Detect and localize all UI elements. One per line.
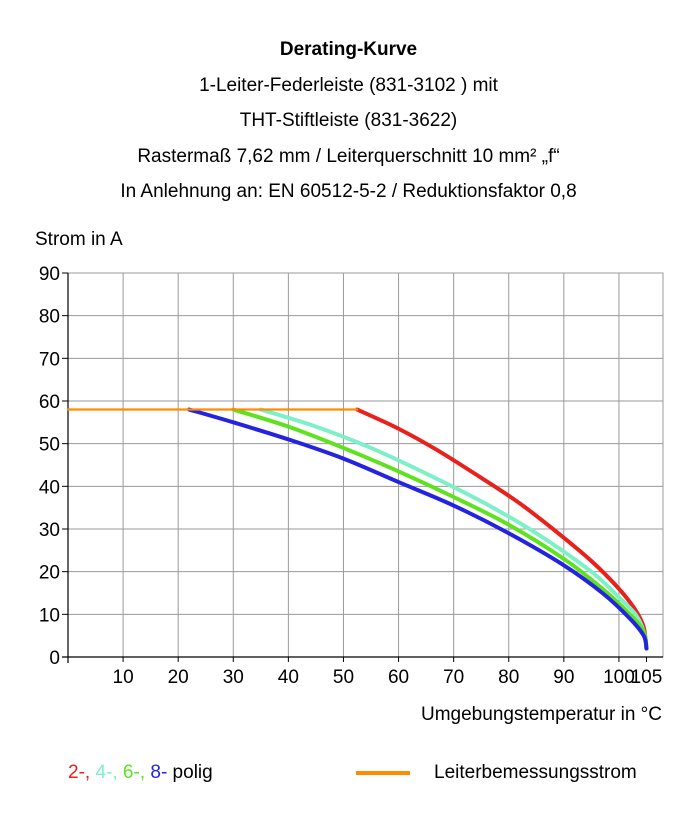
x-tick-label: 105	[631, 667, 663, 688]
pole-legend: 2-, 4-, 6-, 8- polig	[68, 762, 213, 784]
pole-legend-item: 2-,	[68, 762, 91, 783]
x-axis-title: Umgebungstemperatur in °C	[421, 704, 662, 725]
series	[66, 407, 649, 651]
y-tick-label: 60	[39, 392, 60, 413]
rated-current-label: Leiterbemessungsstrom	[434, 762, 637, 783]
chart-titles: Derating-Kurve 1-Leiter-Federleiste (831…	[0, 32, 697, 210]
x-tick-label: 100	[603, 667, 635, 688]
y-tick-label: 30	[39, 520, 60, 541]
pole-legend-suffix: polig	[167, 762, 213, 783]
y-axis-title: Strom in A	[35, 229, 123, 250]
series-line-4	[258, 407, 649, 651]
axes	[62, 272, 663, 663]
x-tick-label: 20	[168, 667, 189, 688]
chart-subtitle-3: Rastermaß 7,62 mm / Leiterquerschnitt 10…	[137, 145, 560, 167]
y-tick-label: 0	[49, 648, 60, 669]
chart-subtitle-4: In Anlehnung an: EN 60512-5-2 / Reduktio…	[120, 181, 577, 202]
rated-current-legend: Leiterbemessungsstrom	[356, 762, 637, 784]
x-tick-label: 30	[223, 667, 244, 688]
series-line-8	[187, 407, 649, 651]
y-tick-label: 70	[39, 349, 60, 370]
rated-current-swatch	[356, 771, 410, 775]
y-tick-label: 40	[39, 477, 60, 498]
pole-legend-item: 4-,	[90, 762, 118, 783]
pole-legend-items: 2-, 4-, 6-, 8-	[68, 762, 167, 783]
series-line-2	[355, 407, 649, 651]
grid	[67, 272, 664, 658]
plot-frame	[67, 272, 664, 658]
x-tick-label: 80	[498, 667, 519, 688]
x-tick-label: 90	[553, 667, 574, 688]
pole-legend-item: 8-	[145, 762, 168, 783]
y-tick-label: 20	[39, 563, 60, 584]
y-tick-label: 50	[39, 435, 60, 456]
x-tick-label: 50	[333, 667, 354, 688]
x-tick-label: 60	[388, 667, 409, 688]
y-tick-label: 90	[39, 264, 60, 285]
x-tick-label: 40	[278, 667, 299, 688]
series-line-6	[231, 407, 649, 651]
x-tick-label: 70	[443, 667, 464, 688]
y-tick-label: 10	[39, 605, 60, 626]
y-tick-label: 80	[39, 307, 60, 328]
chart-title: Derating-Kurve	[279, 39, 418, 60]
x-tick-label: 10	[113, 667, 134, 688]
pole-legend-item: 6-,	[117, 762, 146, 783]
chart-subtitle-1: 1-Leiter-Federleiste (831-3102 ) mit	[199, 74, 498, 96]
chart-subtitle-2: THT-Stiftleiste (831-3622)	[239, 110, 458, 131]
